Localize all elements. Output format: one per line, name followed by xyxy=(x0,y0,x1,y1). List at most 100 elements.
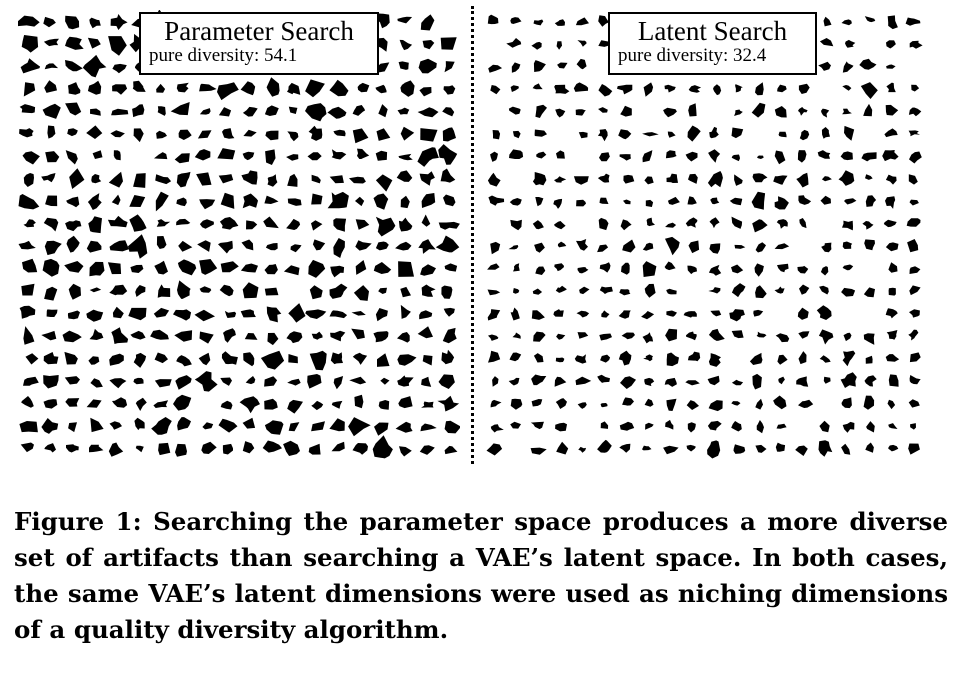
artifact-shape xyxy=(573,82,589,92)
artifact-shape xyxy=(262,440,282,453)
artifact-shape xyxy=(508,106,521,115)
artifact-shape xyxy=(842,241,853,249)
artifact-shape xyxy=(311,331,323,340)
artifact-shape xyxy=(330,330,346,342)
artifact-shape xyxy=(44,443,56,453)
artifact-shape xyxy=(419,445,435,455)
artifact-shape xyxy=(909,375,921,385)
artifact-shape xyxy=(555,398,567,409)
artifact-shape xyxy=(664,261,676,271)
artifact-shape xyxy=(666,398,677,411)
artifact-shape xyxy=(312,239,326,251)
artifact-shape xyxy=(331,441,345,452)
artifact-shape xyxy=(87,80,102,95)
artifact-shape xyxy=(535,266,546,275)
artifact-shape xyxy=(909,352,921,363)
artifact-shape xyxy=(663,445,679,455)
artifact-shape xyxy=(644,176,654,185)
artifact-shape xyxy=(444,420,460,434)
artifact-shape xyxy=(264,376,278,387)
artifact-shape xyxy=(731,421,742,432)
artifact-shape xyxy=(420,128,438,142)
artifact-shape xyxy=(91,174,102,184)
artifact-shape xyxy=(442,127,456,142)
artifact-shape xyxy=(713,84,722,96)
artifact-shape xyxy=(67,128,78,137)
artifact-shape xyxy=(89,328,104,340)
artifact-shape xyxy=(909,309,920,318)
artifact-shape xyxy=(777,84,787,93)
artifact-shape xyxy=(352,352,368,365)
artifact-shape xyxy=(707,420,722,431)
artifact-shape xyxy=(756,420,764,434)
artifact-shape xyxy=(861,152,877,162)
artifact-shape xyxy=(536,151,547,159)
artifact-shape xyxy=(398,61,409,70)
artifact-shape xyxy=(241,239,254,251)
artifact-shape xyxy=(351,311,366,316)
artifact-shape xyxy=(307,152,322,161)
artifact-shape xyxy=(311,220,323,231)
artifact-shape xyxy=(89,287,102,293)
artifact-shape xyxy=(601,310,610,318)
artifact-shape xyxy=(46,309,58,317)
artifact-shape xyxy=(816,305,832,320)
artifact-shape xyxy=(241,170,258,185)
artifact-shape xyxy=(202,422,214,430)
artifact-shape xyxy=(400,126,415,141)
artifact-shape xyxy=(663,107,677,118)
artifact-shape xyxy=(442,327,457,344)
artifact-shape xyxy=(687,196,697,205)
artifact-shape xyxy=(333,218,347,232)
artifact-shape xyxy=(818,329,834,345)
artifact-shape xyxy=(178,129,192,140)
artifact-shape xyxy=(129,214,147,232)
artifact-shape xyxy=(886,40,896,49)
artifact-shape xyxy=(509,149,524,159)
artifact-shape xyxy=(133,128,144,143)
artifact-shape xyxy=(419,310,433,320)
artifact-shape xyxy=(170,102,190,116)
artifact-shape xyxy=(845,39,856,48)
artifact-shape xyxy=(795,445,808,456)
artifact-shape xyxy=(534,129,547,137)
artifact-shape xyxy=(112,84,128,95)
artifact-shape xyxy=(646,217,655,227)
artifact-shape xyxy=(840,151,853,161)
artifact-shape xyxy=(23,376,39,386)
artifact-shape xyxy=(41,418,59,434)
artifact-shape xyxy=(685,380,700,386)
artifact-shape xyxy=(398,396,413,409)
artifact-shape xyxy=(573,176,589,185)
artifact-shape xyxy=(799,129,810,141)
artifact-shape xyxy=(598,40,609,47)
artifact-shape xyxy=(576,58,587,70)
artifact-shape xyxy=(886,82,896,93)
parameter-search-panel xyxy=(18,10,460,460)
artifact-shape xyxy=(42,103,61,119)
artifact-shape xyxy=(174,153,190,164)
artifact-shape xyxy=(156,83,166,93)
artifact-shape xyxy=(553,309,564,317)
artifact-shape xyxy=(885,242,899,252)
artifact-shape xyxy=(86,240,102,253)
artifact-shape xyxy=(240,81,256,96)
artifact-shape xyxy=(376,128,391,141)
artifact-shape xyxy=(443,307,455,317)
artifact-shape xyxy=(395,241,412,251)
artifact-shape xyxy=(108,442,124,457)
artifact-shape xyxy=(422,355,433,366)
artifact-shape xyxy=(777,354,788,365)
artifact-shape xyxy=(440,37,457,50)
artifact-shape xyxy=(352,105,366,116)
artifact-shape xyxy=(375,84,387,94)
artifact-shape xyxy=(618,310,631,319)
artifact-shape xyxy=(158,442,171,456)
artifact-shape xyxy=(421,401,434,408)
artifact-shape xyxy=(283,265,300,276)
artifact-shape xyxy=(643,82,654,97)
artifact-shape xyxy=(373,331,389,343)
artifact-shape xyxy=(264,287,279,296)
artifact-shape xyxy=(553,198,563,209)
artifact-shape xyxy=(242,151,255,161)
